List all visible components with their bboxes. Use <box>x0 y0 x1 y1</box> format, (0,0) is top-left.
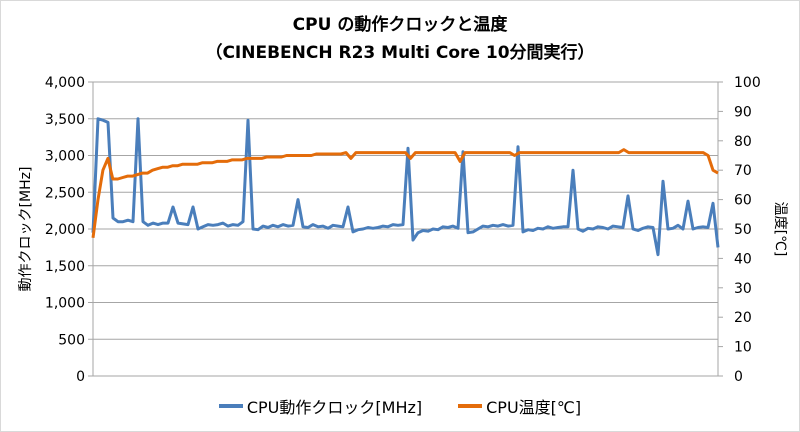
y-tick-label: 1,000 <box>45 296 85 312</box>
y-tick-label: 4,000 <box>45 75 85 91</box>
series-line-cpu-clock <box>91 117 720 257</box>
legend-label-temp: CPU温度[℃] <box>486 398 582 417</box>
y2-tick-label: 30 <box>734 281 752 297</box>
y2-tick-label: 100 <box>734 75 761 91</box>
y-tick-label: 2,500 <box>45 185 85 201</box>
chart-subtitle: （CINEBENCH R23 Multi Core 10分間実行） <box>205 43 595 63</box>
y2-tick-label: 0 <box>734 369 743 385</box>
y-tick-label: 0 <box>76 369 85 385</box>
legend-item-temp: CPU温度[℃] <box>458 394 581 418</box>
y2-tick-label: 60 <box>734 193 752 209</box>
y-tick-label: 3,500 <box>45 112 85 128</box>
legend-swatch-temp <box>458 404 483 408</box>
series-line-cpu-temp <box>91 148 719 238</box>
y-tick-label: 1,500 <box>45 259 85 275</box>
chart-title: CPU の動作クロックと温度 <box>292 15 508 35</box>
y-tick-label: 2,000 <box>45 222 85 238</box>
legend-label-clock: CPU動作クロック[MHz] <box>246 398 423 417</box>
y-tick-label: 3,000 <box>45 149 85 165</box>
y-tick-label: 500 <box>58 332 85 348</box>
y2-tick-label: 90 <box>734 104 752 120</box>
legend-swatch-clock <box>218 404 243 408</box>
legend-item-clock: CPU動作クロック[MHz] <box>218 394 423 418</box>
legend: CPU動作クロック[MHz] CPU温度[℃] <box>0 394 800 418</box>
y2-tick-label: 70 <box>734 163 752 179</box>
y2-tick-label: 50 <box>734 222 752 238</box>
y2-axis-label: 温度[℃] <box>772 202 788 257</box>
y-axis-label: 動作クロック[MHz] <box>18 167 34 292</box>
y2-tick-label: 10 <box>734 340 752 356</box>
y2-tick-label: 80 <box>734 134 752 150</box>
y2-tick-label: 40 <box>734 251 752 267</box>
y2-tick-label: 20 <box>734 310 752 326</box>
